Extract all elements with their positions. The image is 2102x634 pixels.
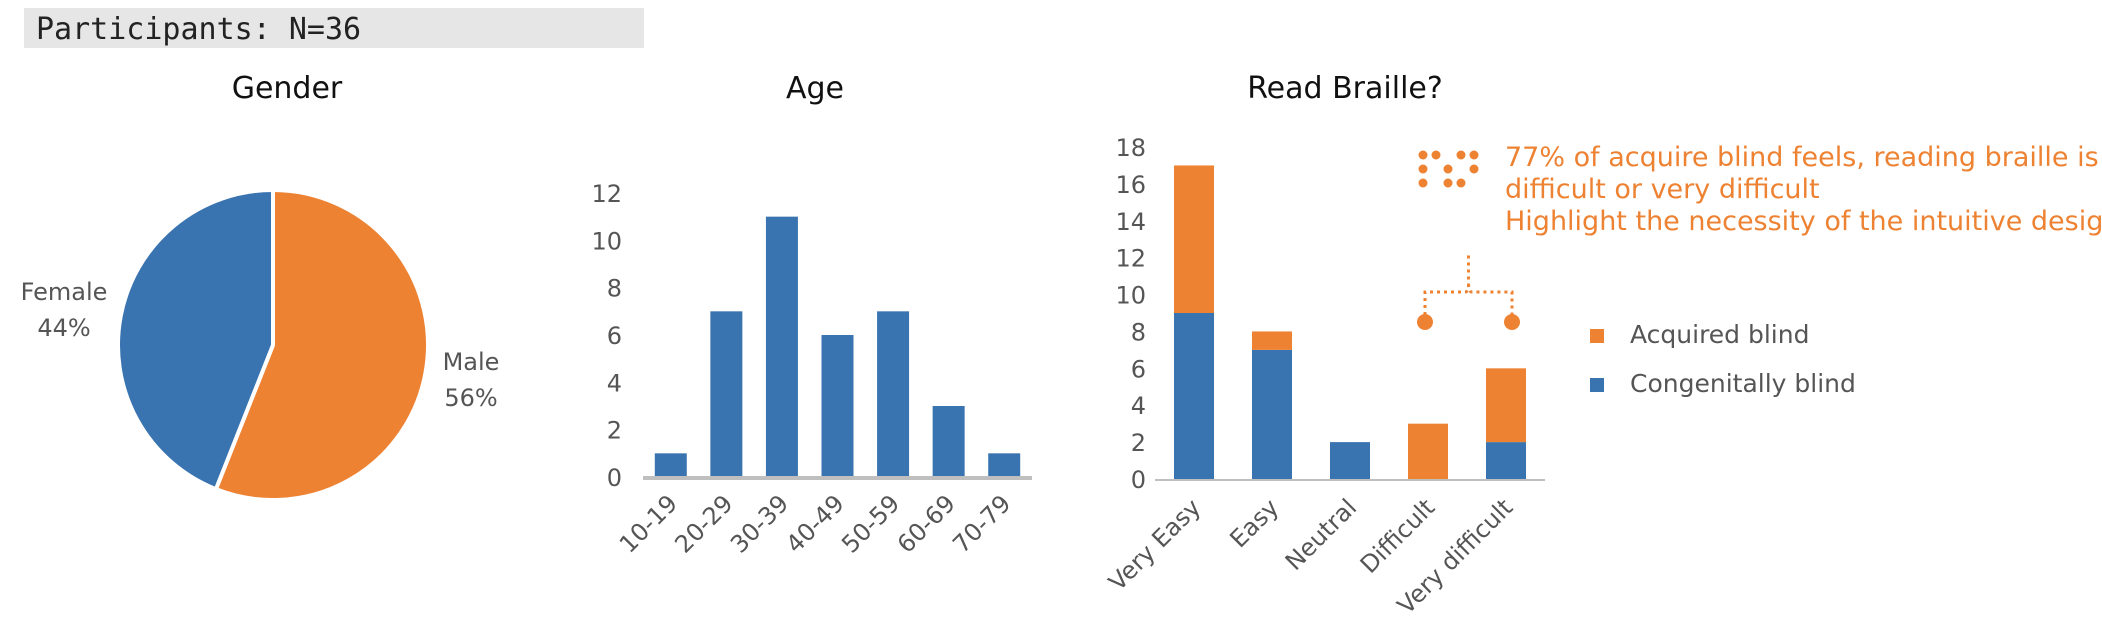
braille-bar-very-difficult-acquired-blind bbox=[1486, 368, 1526, 443]
legend-swatch-acquired-blind bbox=[1590, 329, 1604, 343]
braille-dots-icon bbox=[1418, 150, 1428, 160]
braille-ytick-8: 8 bbox=[1131, 318, 1146, 346]
age-ytick-0: 0 bbox=[607, 464, 622, 492]
age-bar-30-39 bbox=[765, 216, 798, 477]
age-xtick-10-19: 10-19 bbox=[614, 489, 683, 558]
braille-ytick-0: 0 bbox=[1131, 466, 1146, 494]
braille-ytick-10: 10 bbox=[1115, 282, 1146, 310]
age-title: Age bbox=[786, 71, 844, 106]
pie-slice-male bbox=[213, 187, 430, 502]
age-xtick-30-39: 30-39 bbox=[725, 489, 794, 558]
braille-bar-very-easy-congenitally-blind bbox=[1174, 313, 1214, 479]
age-xtick-60-69: 60-69 bbox=[892, 489, 961, 558]
age-ytick-6: 6 bbox=[607, 322, 622, 350]
age-bar-70-79 bbox=[988, 453, 1021, 477]
annotation-bracket bbox=[1423, 255, 1514, 322]
pie-label-female: Female bbox=[21, 278, 108, 306]
pie-label-male: Male bbox=[443, 348, 500, 376]
braille-xtick-very-easy: Very Easy bbox=[1103, 493, 1206, 596]
age-bar-20-29 bbox=[710, 311, 743, 477]
braille-bar-difficult-acquired-blind bbox=[1408, 423, 1448, 479]
braille-dots-icon bbox=[1456, 178, 1466, 188]
age-xtick-70-79: 70-79 bbox=[947, 489, 1016, 558]
annotation-line-3: Highlight the necessity of the intuitive… bbox=[1505, 206, 2102, 237]
age-ytick-4: 4 bbox=[607, 369, 622, 397]
participants-text: Participants: N=36 bbox=[36, 12, 362, 47]
braille-ytick-14: 14 bbox=[1115, 208, 1146, 236]
age-xtick-50-59: 50-59 bbox=[836, 489, 905, 558]
braille-ytick-4: 4 bbox=[1131, 392, 1146, 420]
braille-title: Read Braille? bbox=[1247, 71, 1443, 106]
braille-dots-icon bbox=[1418, 164, 1428, 174]
age-ytick-10: 10 bbox=[591, 227, 622, 255]
age-ytick-2: 2 bbox=[607, 417, 622, 445]
pie-pct-female: 44% bbox=[37, 314, 90, 342]
braille-dots-icon bbox=[1469, 164, 1479, 174]
braille-xtick-neutral: Neutral bbox=[1280, 493, 1362, 575]
braille-ytick-16: 16 bbox=[1115, 171, 1146, 199]
age-bar-50-59 bbox=[877, 311, 910, 477]
braille-dots-icon bbox=[1456, 150, 1466, 160]
age-ytick-8: 8 bbox=[607, 275, 622, 303]
braille-xtick-easy: Easy bbox=[1224, 493, 1284, 553]
age-xtick-40-49: 40-49 bbox=[781, 489, 850, 558]
braille-ytick-2: 2 bbox=[1131, 429, 1146, 457]
braille-ytick-6: 6 bbox=[1131, 355, 1146, 383]
braille-bar-very-easy-acquired-blind bbox=[1174, 165, 1214, 313]
annotation-line-2: difficult or very difficult bbox=[1505, 174, 1820, 205]
braille-dots-icon bbox=[1443, 178, 1453, 188]
participants-header: Participants: N=36 bbox=[24, 8, 644, 48]
age-bar-60-69 bbox=[932, 406, 965, 477]
age-bar-10-19 bbox=[654, 453, 687, 477]
braille-dots-icon bbox=[1443, 164, 1453, 174]
annotation-bracket-dot-difficult bbox=[1417, 314, 1433, 330]
braille-bar-easy-congenitally-blind bbox=[1252, 349, 1292, 479]
braille-ytick-12: 12 bbox=[1115, 245, 1146, 273]
braille-bar-easy-acquired-blind bbox=[1252, 331, 1292, 350]
braille-bar-neutral-congenitally-blind bbox=[1330, 442, 1370, 479]
braille-ytick-18: 18 bbox=[1115, 134, 1146, 162]
legend-label-acquired-blind: Acquired blind bbox=[1630, 320, 1809, 349]
age-ytick-12: 12 bbox=[591, 180, 622, 208]
age-bar-40-49 bbox=[821, 335, 854, 477]
gender-title: Gender bbox=[232, 71, 343, 106]
age-xtick-20-29: 20-29 bbox=[669, 489, 738, 558]
braille-dots-icon bbox=[1418, 178, 1428, 188]
braille-bar-very-difficult-congenitally-blind bbox=[1486, 442, 1526, 479]
annotation-line-1: 77% of acquire blind feels, reading brai… bbox=[1505, 142, 2099, 173]
pie-slice-female bbox=[116, 187, 275, 492]
pie-pct-male: 56% bbox=[444, 384, 497, 412]
legend-label-congenitally-blind: Congenitally blind bbox=[1630, 369, 1856, 398]
braille-dots-icon bbox=[1469, 150, 1479, 160]
braille-dots-icon bbox=[1431, 150, 1441, 160]
legend-swatch-congenitally-blind bbox=[1590, 378, 1604, 392]
annotation-bracket-dot-very-difficult bbox=[1504, 314, 1520, 330]
